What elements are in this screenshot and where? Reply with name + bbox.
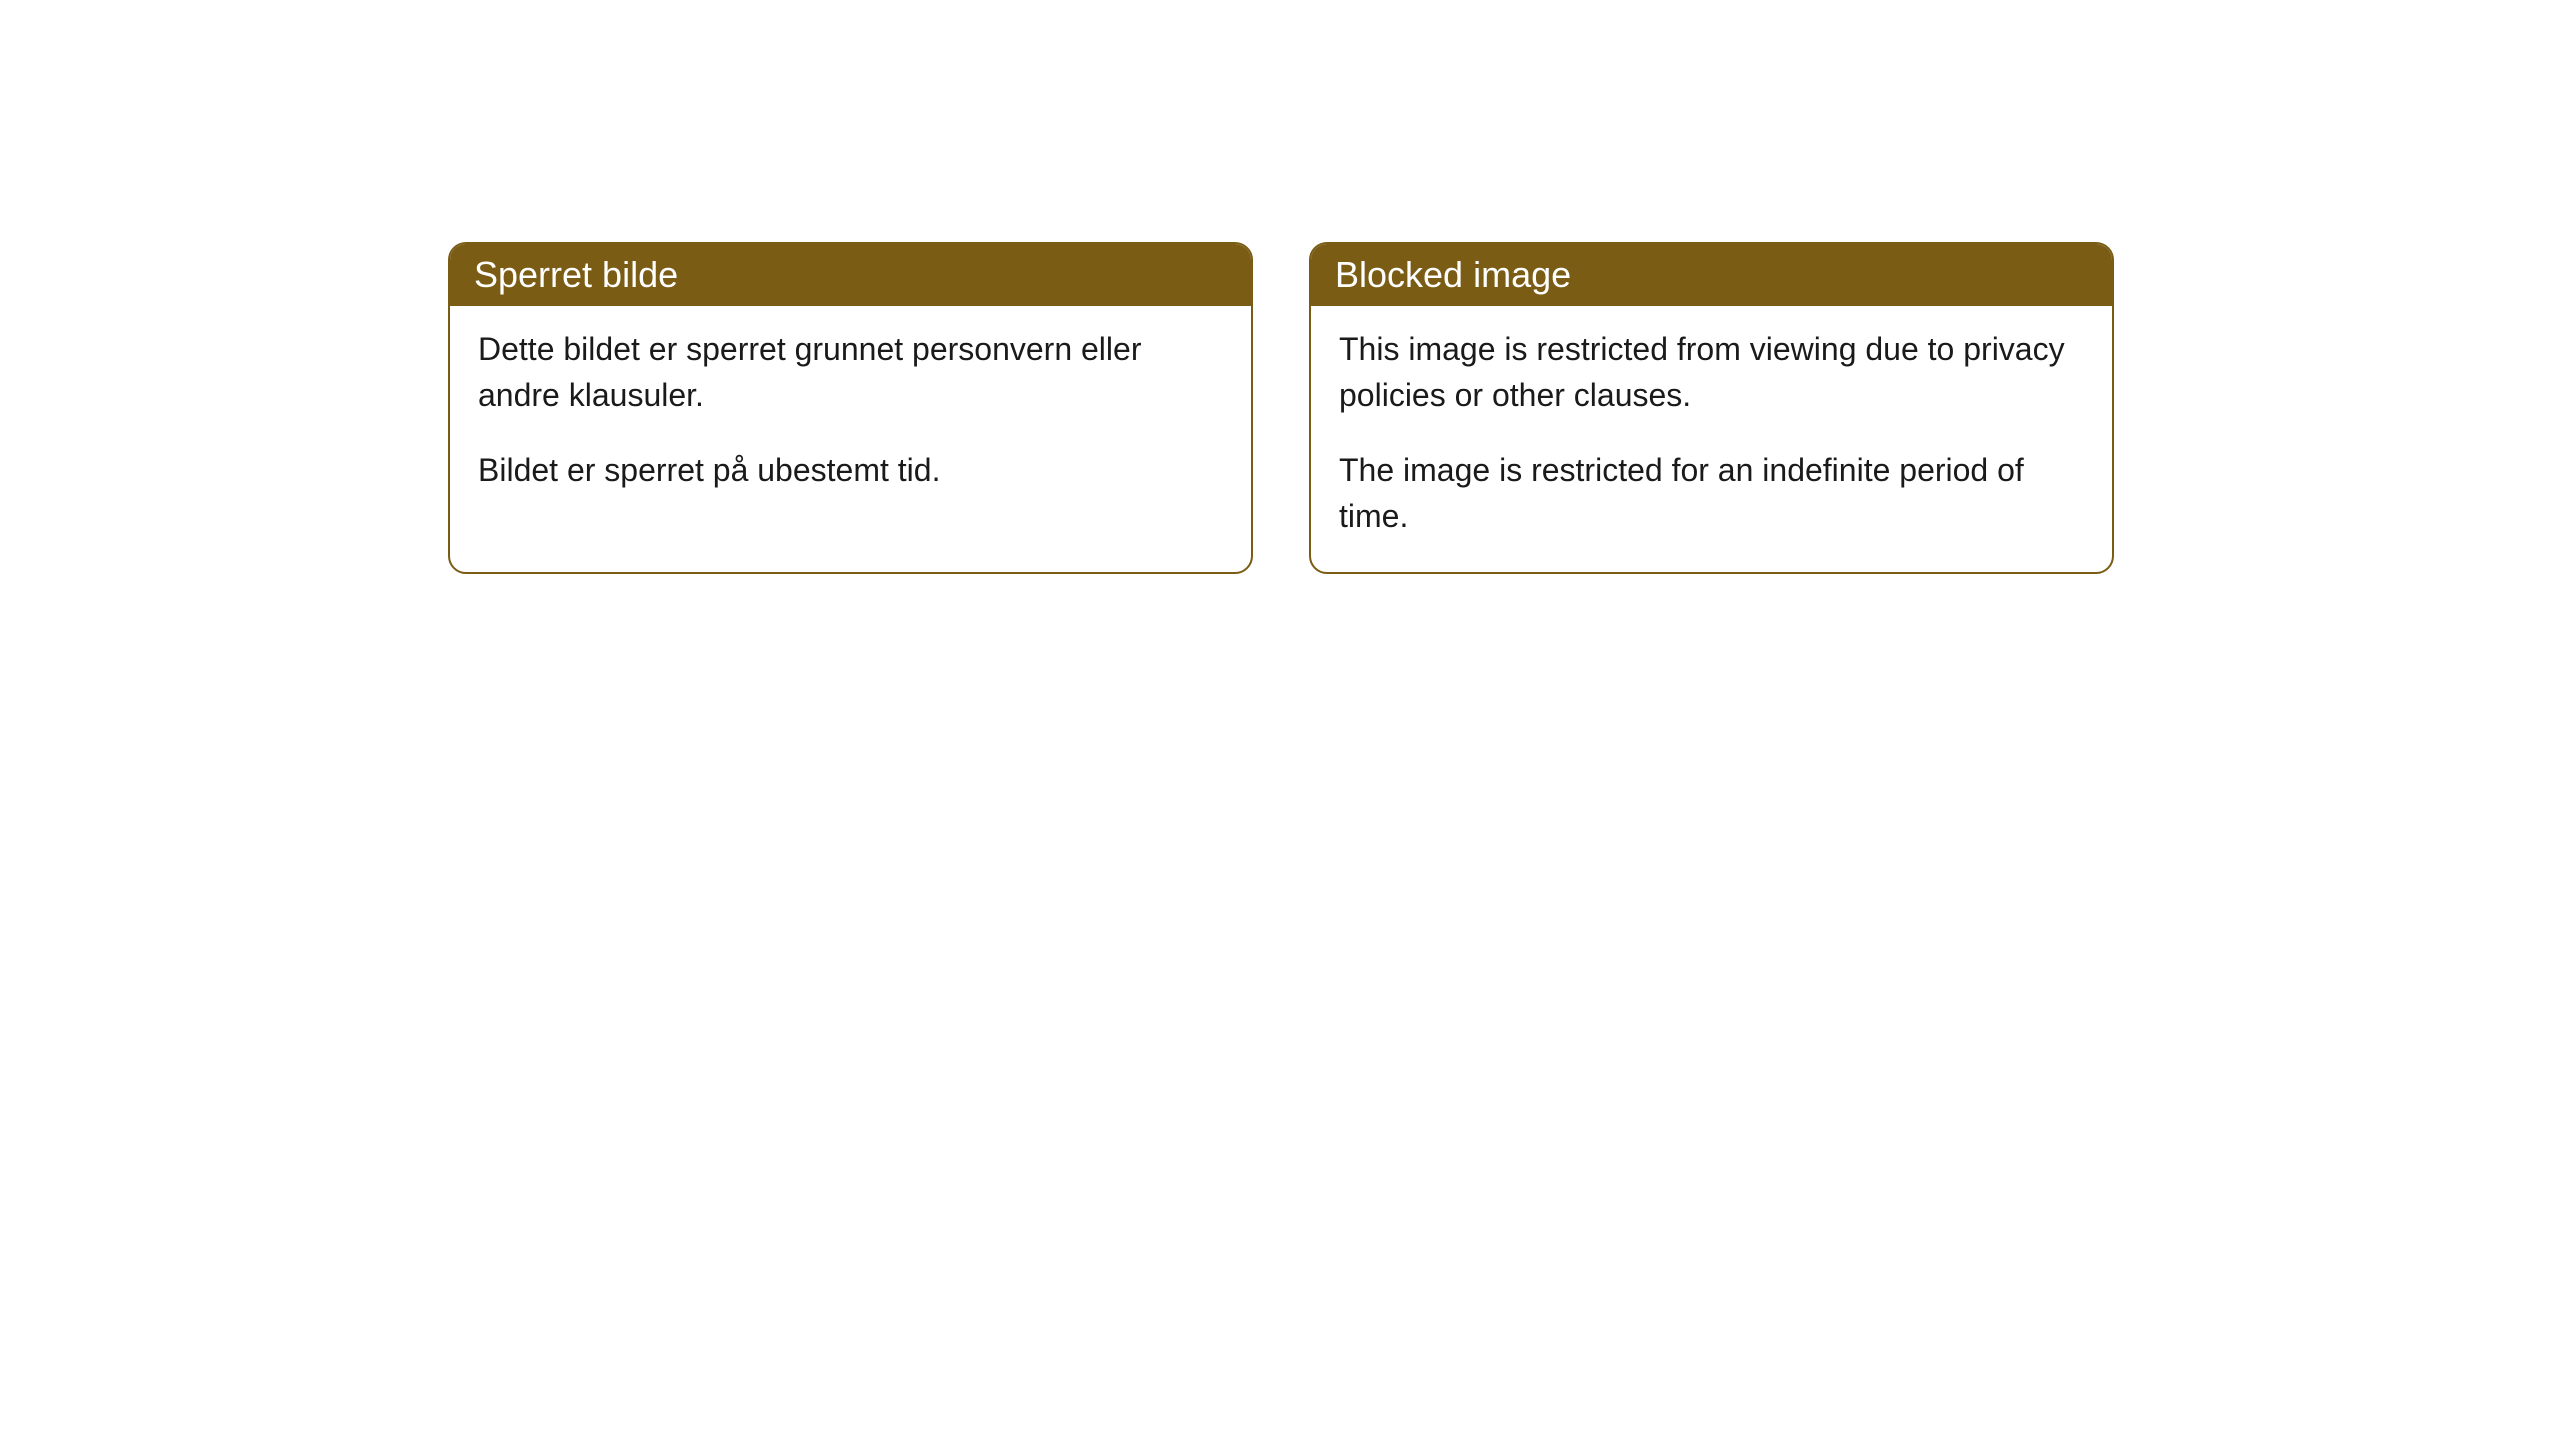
notice-text-english-1: This image is restricted from viewing du… bbox=[1339, 326, 2084, 419]
notice-card-english: Blocked image This image is restricted f… bbox=[1309, 242, 2114, 574]
notice-title-norwegian: Sperret bilde bbox=[474, 254, 678, 295]
notice-body-english: This image is restricted from viewing du… bbox=[1311, 306, 2112, 572]
notice-container: Sperret bilde Dette bildet er sperret gr… bbox=[0, 0, 2560, 574]
notice-text-english-2: The image is restricted for an indefinit… bbox=[1339, 447, 2084, 540]
notice-header-norwegian: Sperret bilde bbox=[450, 244, 1251, 306]
notice-header-english: Blocked image bbox=[1311, 244, 2112, 306]
notice-body-norwegian: Dette bildet er sperret grunnet personve… bbox=[450, 306, 1251, 525]
notice-title-english: Blocked image bbox=[1335, 254, 1571, 295]
notice-text-norwegian-2: Bildet er sperret på ubestemt tid. bbox=[478, 447, 1223, 493]
notice-card-norwegian: Sperret bilde Dette bildet er sperret gr… bbox=[448, 242, 1253, 574]
notice-text-norwegian-1: Dette bildet er sperret grunnet personve… bbox=[478, 326, 1223, 419]
